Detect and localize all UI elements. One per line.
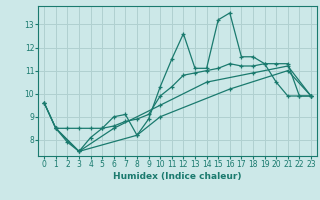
X-axis label: Humidex (Indice chaleur): Humidex (Indice chaleur) [113, 172, 242, 181]
